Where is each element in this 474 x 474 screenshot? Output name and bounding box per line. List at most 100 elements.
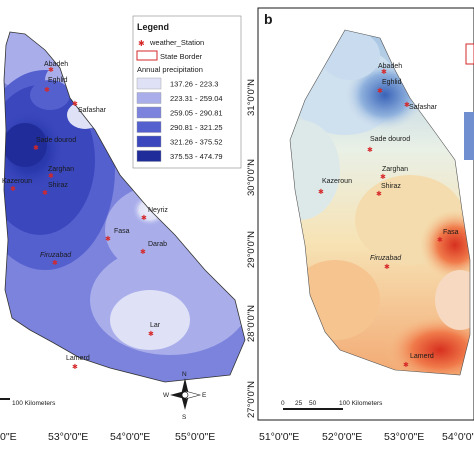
y-tick-label: 29°0'0"N — [246, 231, 257, 268]
station-label: Zarghan — [48, 166, 74, 173]
station-label: Zarghan — [382, 166, 408, 173]
panel-b-scale-bar: 0 25 50 100 Kilometers — [281, 400, 383, 410]
station-shiraz: Shiraz✱ — [42, 182, 68, 197]
scale-tick: 50 — [309, 400, 317, 407]
x-tick-label: 53°0'0"E — [48, 431, 88, 443]
station-marker: ✱ — [10, 185, 16, 193]
station-label: Abadeh — [44, 61, 68, 68]
panel-b-y-axis: 31°0'0"N 30°0'0"N 29°0'0"N 28°0'0"N 27°0… — [246, 79, 257, 418]
panel-b-colorbar-edge — [464, 112, 474, 160]
station-label: Shiraz — [381, 183, 401, 190]
legend-station-marker: ✱ — [138, 39, 145, 48]
station-marker: ✱ — [48, 172, 54, 180]
station-zarghan: Zarghan✱ — [380, 166, 408, 181]
compass-e: E — [202, 392, 207, 399]
station-marker: ✱ — [72, 363, 78, 371]
station-lamerd: Lamerd✱ — [403, 353, 434, 369]
station-marker: ✱ — [318, 188, 324, 196]
scale-label: 100 Kilometers — [12, 400, 56, 407]
station-label: Sade dourod — [36, 137, 76, 144]
legend-precip-title: Annual precipitation — [137, 65, 203, 74]
station-abadeh: Abadeh✱ — [378, 63, 402, 76]
station-label: Lamerd — [410, 353, 434, 360]
legend-range-label: 290.81 - 321.25 — [170, 123, 223, 132]
panel-b-stations: Abadeh✱ Eghlid✱ Safashar✱ Sade dourod✱ Z… — [318, 63, 459, 369]
station-label: Kazeroun — [322, 178, 352, 185]
station-fasa: Fasa✱ — [437, 229, 459, 244]
legend-swatch — [136, 150, 162, 162]
station-marker: ✱ — [367, 146, 373, 154]
legend-swatch — [136, 92, 162, 104]
panel-b-surface — [290, 30, 470, 375]
x-tick-label: 0"E — [0, 431, 17, 443]
panel-b-state-border — [289, 29, 471, 376]
station-darab: Darab✱ — [140, 241, 167, 256]
station-zarghan: Zarghan✱ — [48, 166, 74, 180]
station-abadeh: Abadeh✱ — [44, 61, 68, 74]
legend-range-label: 137.26 - 223.3 — [170, 80, 218, 89]
station-label: Safashar — [78, 107, 107, 114]
station-label: Shiraz — [48, 182, 68, 189]
panel-a-state-border — [3, 31, 246, 383]
compass-s: S — [182, 414, 187, 421]
station-marker: ✱ — [380, 173, 386, 181]
station-marker: ✱ — [377, 87, 383, 95]
station-label: Eghlid — [382, 79, 402, 86]
scale-tick: 25 — [295, 400, 303, 407]
station-marker: ✱ — [48, 66, 54, 74]
station-marker: ✱ — [140, 248, 146, 256]
station-label: Firuzabad — [40, 252, 72, 259]
y-tick-label: 30°0'0"N — [246, 159, 257, 196]
x-tick-label: 51°0'0"E — [259, 431, 299, 443]
legend-range-label: 223.31 - 259.04 — [170, 94, 223, 103]
station-label: Kazeroun — [2, 178, 32, 185]
station-label: Neyriz — [148, 207, 168, 214]
station-fasa: Fasa✱ — [105, 228, 130, 243]
panel-a-x-axis: 0"E 53°0'0"E 54°0'0"E 55°0'0"E — [0, 431, 215, 443]
panel-b-letter: b — [264, 11, 273, 27]
legend-swatch — [136, 77, 162, 90]
y-tick-label: 27°0'0"N — [246, 381, 257, 418]
station-shiraz: Shiraz✱ — [376, 183, 401, 198]
legend-station-label: weather_Station — [149, 38, 204, 47]
station-label: Sade dourod — [370, 136, 410, 143]
station-marker: ✱ — [403, 361, 409, 369]
legend-classes: 137.26 - 223.3 223.31 - 259.04 259.05 - 29… — [136, 77, 223, 162]
legend-range-label: 375.53 - 474.79 — [170, 152, 223, 161]
station-marker: ✱ — [42, 189, 48, 197]
x-tick-label: 54°0'0"E — [110, 431, 150, 443]
x-tick-label: 54°0'0"E — [442, 431, 474, 443]
legend-swatch — [136, 106, 162, 119]
station-safashar: Safashar✱ — [404, 101, 438, 111]
station-lamerd: Lamerd✱ — [66, 355, 90, 371]
station-firuzabad: Firuzabad✱ — [370, 255, 402, 271]
station-sade-dourod: Sade dourod ✱ — [367, 136, 410, 154]
station-firuzabad: Firuzabad✱ — [40, 252, 72, 267]
station-kazeroun: Kazeroun ✱ — [318, 178, 352, 196]
station-marker: ✱ — [437, 236, 443, 244]
station-marker: ✱ — [44, 86, 50, 94]
station-label: Abadeh — [378, 63, 402, 70]
station-marker: ✱ — [404, 101, 410, 109]
x-tick-label: 53°0'0"E — [384, 431, 424, 443]
legend-border-label: State Border — [160, 52, 203, 61]
legend-swatch — [136, 135, 162, 148]
station-label: Lamerd — [66, 355, 90, 362]
station-label: Safashar — [409, 104, 438, 111]
station-neyriz: Neyriz✱ — [141, 207, 168, 222]
x-tick-label: 52°0'0"E — [322, 431, 362, 443]
legend-swatch — [136, 121, 162, 133]
station-label: Eghlid — [48, 77, 68, 84]
legend-range-label: 321.26 - 375.52 — [170, 138, 223, 147]
station-eghlid: Eghlid ✱ — [44, 77, 68, 94]
panel-b-x-axis: 51°0'0"E 52°0'0"E 53°0'0"E 54°0'0"E — [259, 431, 474, 443]
station-label: Fasa — [114, 228, 130, 235]
legend-range-label: 259.05 - 290.81 — [170, 109, 223, 118]
compass-w: W — [163, 392, 170, 399]
station-marker: ✱ — [141, 214, 147, 222]
scale-tick: 0 — [281, 400, 285, 407]
station-kazeroun: Kazeroun✱ — [2, 178, 32, 193]
legend-border-swatch — [136, 50, 158, 61]
station-lar: Lar✱ — [148, 322, 161, 338]
